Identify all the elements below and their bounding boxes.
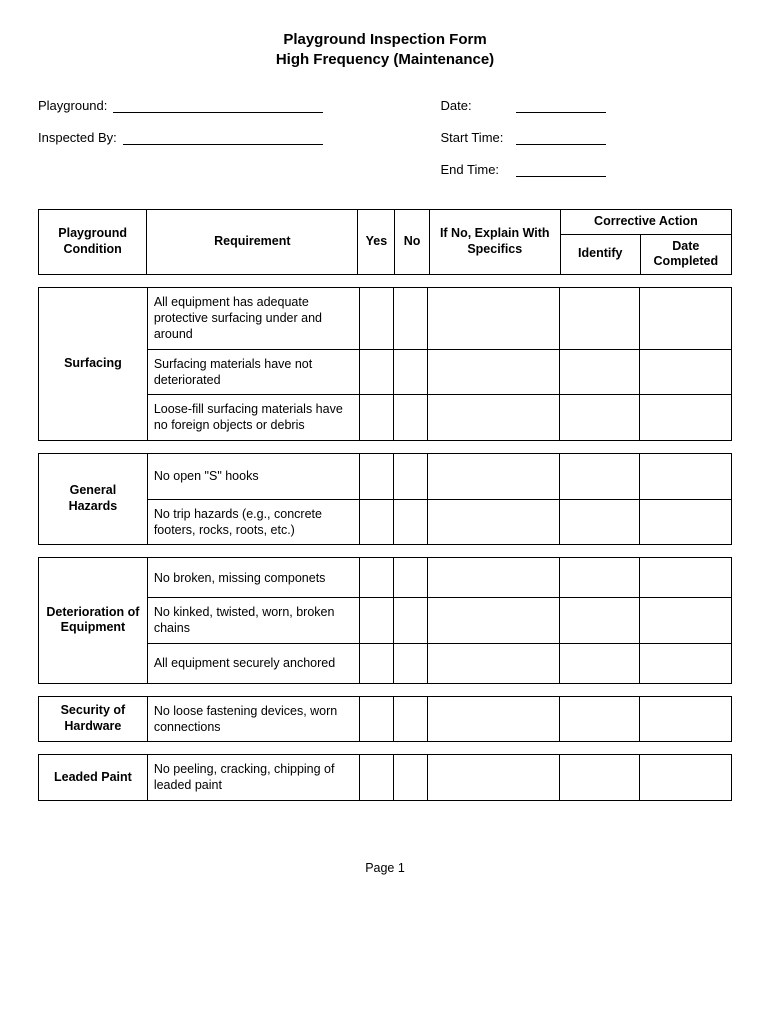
section-deterioration: Deterioration of Equipment No broken, mi… — [38, 557, 732, 684]
yes-cell[interactable] — [359, 755, 393, 801]
identify-cell[interactable] — [560, 598, 640, 644]
header-yes: Yes — [358, 210, 395, 275]
title-line-2: High Frequency (Maintenance) — [38, 50, 732, 70]
date-field[interactable] — [516, 112, 606, 113]
requirement-cell: No peeling, cracking, chipping of leaded… — [147, 755, 359, 801]
requirement-cell: Loose-fill surfacing materials have no f… — [147, 395, 359, 441]
section-security-hardware: Security of Hardware No loose fastening … — [38, 696, 732, 743]
start-time-label: Start Time: — [441, 130, 516, 145]
condition-label: Deterioration of Equipment — [39, 558, 148, 684]
table-row: General Hazards No open "S" hooks — [39, 453, 732, 499]
condition-label: General Hazards — [39, 453, 148, 545]
yes-cell[interactable] — [359, 499, 393, 545]
explain-cell[interactable] — [428, 598, 560, 644]
header-corrective: Corrective Action — [560, 210, 731, 235]
yes-cell[interactable] — [359, 696, 393, 742]
no-cell[interactable] — [394, 643, 428, 683]
yes-cell[interactable] — [359, 558, 393, 598]
meta-block: Playground: Inspected By: Date: Start Ti… — [38, 91, 732, 187]
header-explain: If No, Explain With Specifics — [429, 210, 560, 275]
form-title: Playground Inspection Form High Frequenc… — [38, 30, 732, 69]
requirement-cell: All equipment securely anchored — [147, 643, 359, 683]
date-completed-cell[interactable] — [640, 287, 732, 349]
explain-cell[interactable] — [428, 696, 560, 742]
requirement-cell: No broken, missing componets — [147, 558, 359, 598]
no-cell[interactable] — [394, 499, 428, 545]
explain-cell[interactable] — [428, 643, 560, 683]
section-general-hazards: General Hazards No open "S" hooks No tri… — [38, 453, 732, 546]
identify-cell[interactable] — [560, 287, 640, 349]
header-condition: Playground Condition — [39, 210, 147, 275]
yes-cell[interactable] — [359, 287, 393, 349]
date-completed-cell[interactable] — [640, 696, 732, 742]
explain-cell[interactable] — [428, 395, 560, 441]
date-completed-cell[interactable] — [640, 453, 732, 499]
condition-label: Surfacing — [39, 287, 148, 440]
yes-cell[interactable] — [359, 349, 393, 395]
yes-cell[interactable] — [359, 598, 393, 644]
explain-cell[interactable] — [428, 755, 560, 801]
playground-field[interactable] — [113, 112, 323, 113]
table-row: Security of Hardware No loose fastening … — [39, 696, 732, 742]
identify-cell[interactable] — [560, 453, 640, 499]
date-completed-cell[interactable] — [640, 643, 732, 683]
end-time-field[interactable] — [516, 176, 606, 177]
no-cell[interactable] — [394, 598, 428, 644]
no-cell[interactable] — [394, 755, 428, 801]
requirement-cell: No trip hazards (e.g., concrete footers,… — [147, 499, 359, 545]
explain-cell[interactable] — [428, 558, 560, 598]
date-completed-cell[interactable] — [640, 349, 732, 395]
header-requirement: Requirement — [147, 210, 358, 275]
requirement-cell: Surfacing materials have not deteriorate… — [147, 349, 359, 395]
no-cell[interactable] — [394, 558, 428, 598]
no-cell[interactable] — [394, 395, 428, 441]
date-completed-cell[interactable] — [640, 558, 732, 598]
start-time-field[interactable] — [516, 144, 606, 145]
condition-label: Leaded Paint — [39, 755, 148, 801]
title-line-1: Playground Inspection Form — [38, 30, 732, 50]
table-row: Leaded Paint No peeling, cracking, chipp… — [39, 755, 732, 801]
end-time-label: End Time: — [441, 162, 516, 177]
no-cell[interactable] — [394, 287, 428, 349]
no-cell[interactable] — [394, 349, 428, 395]
identify-cell[interactable] — [560, 755, 640, 801]
explain-cell[interactable] — [428, 453, 560, 499]
yes-cell[interactable] — [359, 453, 393, 499]
date-completed-cell[interactable] — [640, 755, 732, 801]
no-cell[interactable] — [394, 453, 428, 499]
page-footer: Page 1 — [38, 861, 732, 875]
condition-label: Security of Hardware — [39, 696, 148, 742]
no-cell[interactable] — [394, 696, 428, 742]
header-identify: Identify — [560, 234, 640, 274]
yes-cell[interactable] — [359, 643, 393, 683]
date-completed-cell[interactable] — [640, 598, 732, 644]
identify-cell[interactable] — [560, 696, 640, 742]
requirement-cell: No open "S" hooks — [147, 453, 359, 499]
date-completed-cell[interactable] — [640, 395, 732, 441]
table-row: Deterioration of Equipment No broken, mi… — [39, 558, 732, 598]
date-label: Date: — [441, 98, 516, 113]
requirement-cell: No loose fastening devices, worn connect… — [147, 696, 359, 742]
identify-cell[interactable] — [560, 558, 640, 598]
header-table: Playground Condition Requirement Yes No … — [38, 209, 732, 275]
section-leaded-paint: Leaded Paint No peeling, cracking, chipp… — [38, 754, 732, 801]
inspected-by-label: Inspected By: — [38, 130, 123, 145]
header-no: No — [395, 210, 429, 275]
identify-cell[interactable] — [560, 643, 640, 683]
identify-cell[interactable] — [560, 499, 640, 545]
table-row: Surfacing All equipment has adequate pro… — [39, 287, 732, 349]
identify-cell[interactable] — [560, 395, 640, 441]
requirement-cell: All equipment has adequate protective su… — [147, 287, 359, 349]
requirement-cell: No kinked, twisted, worn, broken chains — [147, 598, 359, 644]
playground-label: Playground: — [38, 98, 113, 113]
header-completed: Date Completed — [640, 234, 731, 274]
identify-cell[interactable] — [560, 349, 640, 395]
explain-cell[interactable] — [428, 349, 560, 395]
yes-cell[interactable] — [359, 395, 393, 441]
inspected-by-field[interactable] — [123, 144, 323, 145]
explain-cell[interactable] — [428, 499, 560, 545]
date-completed-cell[interactable] — [640, 499, 732, 545]
section-surfacing: Surfacing All equipment has adequate pro… — [38, 287, 732, 441]
explain-cell[interactable] — [428, 287, 560, 349]
